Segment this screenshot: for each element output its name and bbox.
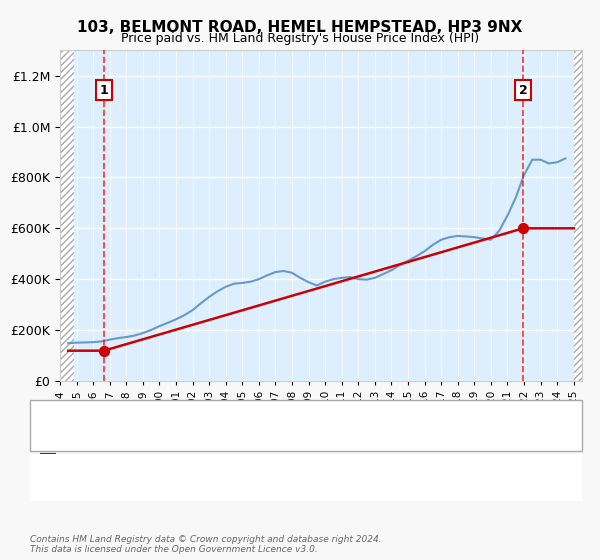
Text: HPI: Average price, detached house, Dacorum: HPI: Average price, detached house, Daco…: [78, 423, 319, 433]
Point: [518, 224, 528, 233]
Text: Contains HM Land Registry data © Crown copyright and database right 2024.
This d: Contains HM Land Registry data © Crown c…: [30, 535, 382, 554]
Text: 103, BELMONT ROAD, HEMEL HEMPSTEAD, HP3 9NX (detached house): 103, BELMONT ROAD, HEMEL HEMPSTEAD, HP3 …: [78, 407, 445, 417]
Text: Price paid vs. HM Land Registry's House Price Index (HPI): Price paid vs. HM Land Registry's House …: [121, 32, 479, 45]
Text: 1: 1: [100, 83, 108, 96]
Text: ——: ——: [48, 422, 76, 436]
Text: 2: 2: [519, 83, 527, 96]
Text: 2: 2: [44, 479, 52, 489]
Text: 35% ↓ HPI: 35% ↓ HPI: [372, 479, 431, 489]
Text: ——: ——: [48, 404, 76, 419]
Point: [99, 346, 109, 355]
Text: £600,000: £600,000: [240, 479, 293, 489]
Text: £118,500: £118,500: [240, 457, 293, 467]
Text: 103, BELMONT ROAD, HEMEL HEMPSTEAD, HP3 9NX: 103, BELMONT ROAD, HEMEL HEMPSTEAD, HP3 …: [77, 20, 523, 35]
Text: 23-AUG-1996: 23-AUG-1996: [96, 457, 170, 467]
Bar: [60, 50, 74, 381]
Text: 1: 1: [44, 457, 52, 467]
Text: 10-DEC-2021: 10-DEC-2021: [96, 479, 170, 489]
Bar: [574, 50, 582, 381]
Text: 28% ↓ HPI: 28% ↓ HPI: [372, 457, 431, 467]
